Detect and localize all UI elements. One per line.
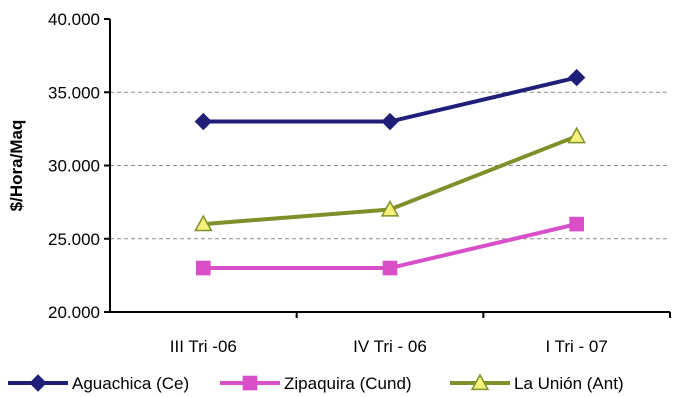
marker-square — [196, 260, 211, 276]
y-tick-label: 40.000 — [48, 10, 100, 29]
legend: Aguachica (Ce) Zipaquira (Cund) La Unión (… — [8, 373, 624, 393]
marker-square — [242, 375, 258, 391]
legend-label: Aguachica (Ce) — [72, 374, 189, 393]
marker-triangle — [567, 126, 586, 144]
y-tick-label: 30.000 — [48, 157, 100, 176]
marker-diamond — [567, 68, 586, 87]
marker-square — [382, 260, 398, 276]
legend-item: Zipaquira (Cund) — [220, 374, 412, 393]
y-axis-title: $/Hora/Maq — [7, 120, 26, 212]
marker-triangle — [470, 373, 490, 391]
legend-label: La Unión (Ant) — [514, 374, 624, 393]
marker-triangle — [380, 199, 400, 217]
marker-square — [569, 216, 584, 232]
y-tick-label: 20.000 — [48, 303, 100, 322]
marker-triangle — [194, 214, 213, 232]
series-group — [194, 68, 586, 276]
marker-diamond — [194, 112, 213, 131]
legend-item: La Unión (Ant) — [450, 373, 624, 393]
y-tick-labels: 20.000 25.000 30.000 35.000 40.000 — [48, 10, 100, 322]
x-tick-label: III Tri -06 — [170, 337, 237, 356]
grid-lines — [110, 91, 670, 240]
y-tick-label: 25.000 — [48, 230, 100, 249]
axes — [104, 18, 671, 318]
x-tick-label: I Tri - 07 — [545, 337, 607, 356]
series-3 — [194, 126, 586, 232]
x-tick-labels: III Tri -06 IV Tri - 06 I Tri - 07 — [170, 337, 608, 356]
legend-label: Zipaquira (Cund) — [284, 374, 412, 393]
series-1 — [194, 68, 586, 131]
marker-diamond — [381, 112, 399, 131]
marker-diamond — [29, 374, 47, 392]
y-tick-label: 35.000 — [48, 83, 100, 102]
x-tick-label: IV Tri - 06 — [353, 337, 427, 356]
series-2 — [196, 216, 584, 276]
legend-item: Aguachica (Ce) — [8, 374, 189, 393]
